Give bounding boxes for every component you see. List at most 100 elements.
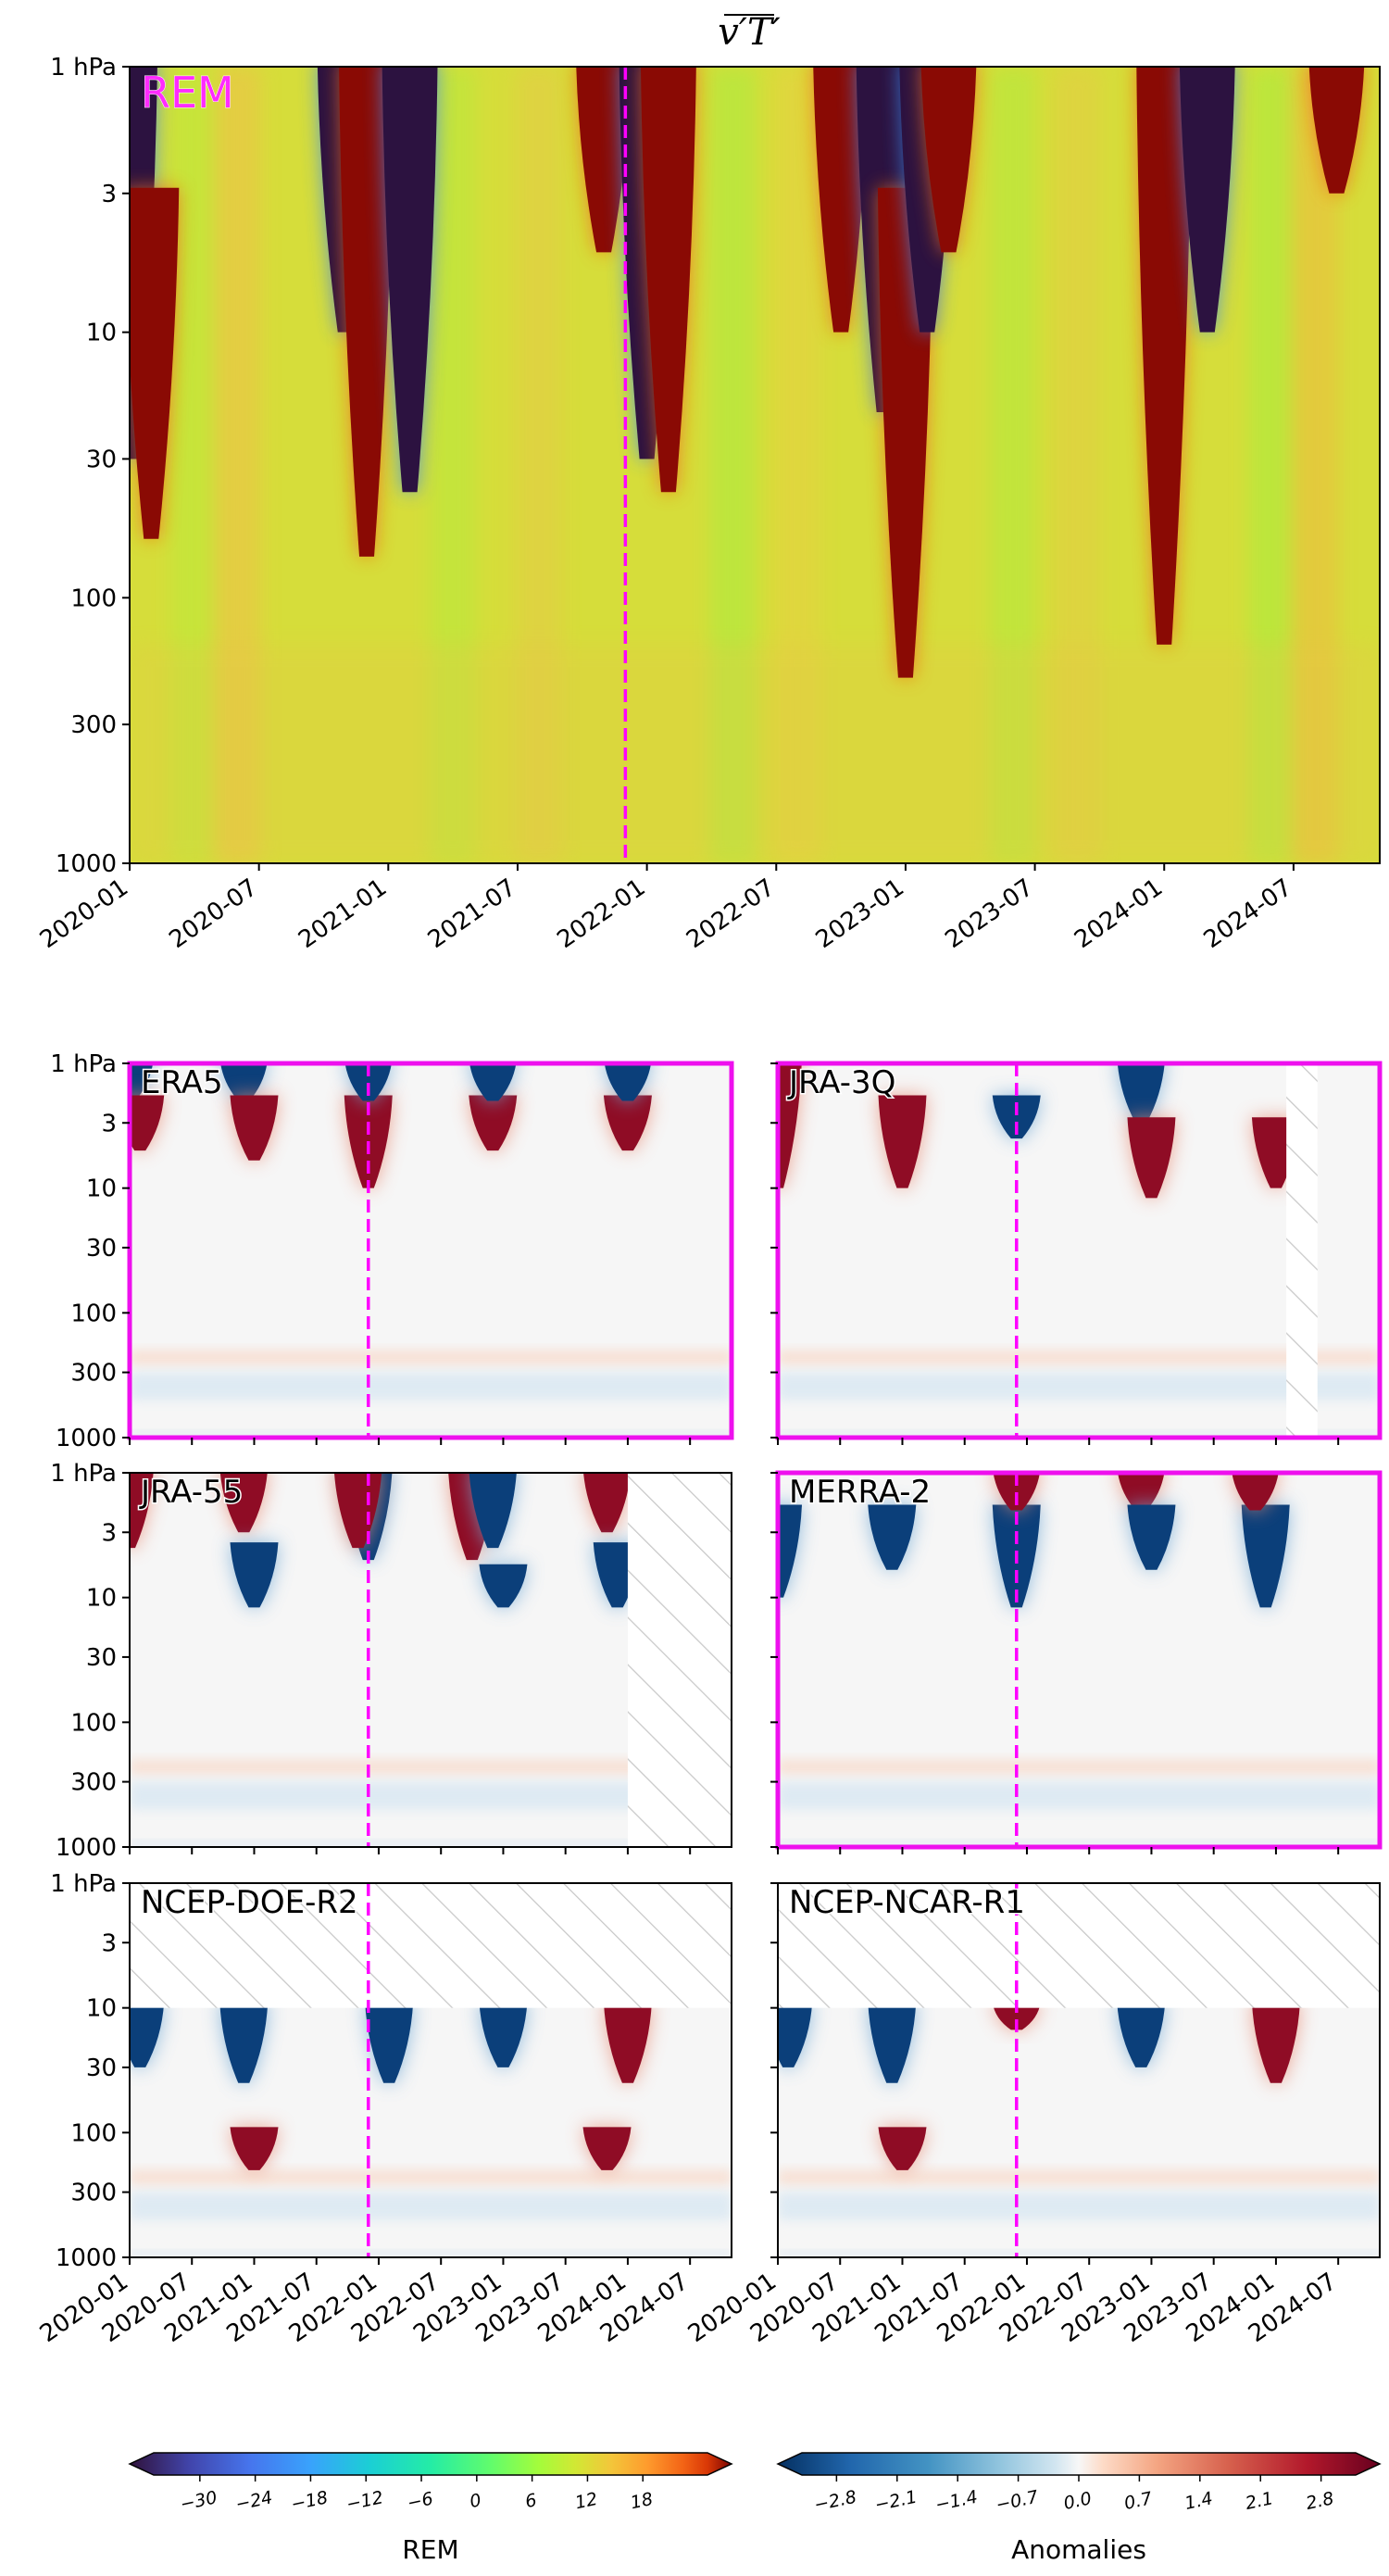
- colorbar-tick-label: 2.1: [1244, 2488, 1275, 2514]
- x-tick-label: 2021-07: [423, 873, 521, 954]
- panel-frame: [775, 1061, 1383, 1440]
- event-lobe-pos: [230, 2127, 279, 2170]
- field-band: [778, 1350, 1380, 1365]
- y-tick-label: 10: [86, 1995, 117, 2023]
- x-tick-label: 2024-01: [1070, 873, 1168, 954]
- y-tick-label: 1000: [56, 2244, 117, 2272]
- missing-data-hatch: [130, 1883, 732, 2008]
- y-tick-label: 10: [86, 320, 117, 347]
- event-lobe-neg: [220, 1063, 268, 1101]
- event-lobe-pos: [469, 1095, 518, 1151]
- event-lobe-pos: [920, 67, 977, 253]
- event-lobe-pos: [1232, 1473, 1279, 1511]
- event-lobe-neg: [365, 2002, 414, 2083]
- panel-frame: [129, 1882, 732, 2258]
- colorbar-tick-label: −12: [344, 2487, 385, 2515]
- event-lobe-neg: [868, 1504, 917, 1570]
- panel-frame: [129, 1472, 732, 1848]
- y-tick-label: 3: [101, 1929, 117, 1957]
- colorbar-tick-label: −0.7: [994, 2487, 1040, 2516]
- panel-label: JRA-55: [139, 1474, 243, 1511]
- event-lobe-pos: [603, 1095, 652, 1151]
- y-tick-label: 3: [101, 1519, 117, 1547]
- panel-ncep-doe-r2: NCEP-DOE-R21 hPa3103010030010002020-0120…: [35, 1870, 732, 2348]
- event-lobe-neg: [992, 1095, 1041, 1139]
- colorbar-tick-label: 6: [523, 2490, 538, 2512]
- field-band: [778, 1759, 1380, 1775]
- field-band: [130, 1841, 732, 1847]
- panel-jra55: JRA-55 1 hPa 3 10 30 100 300 1000: [50, 1460, 732, 1862]
- field-band: [778, 1781, 1380, 1810]
- rem-colorbar: −30 −24 −18 −12 −6 0 6 12 18 REM: [128, 2452, 733, 2565]
- panel-frame: [127, 1061, 734, 1440]
- event-lobe-pos: [1136, 67, 1193, 645]
- colorbar-tick-label: −2.1: [873, 2487, 920, 2516]
- event-lobe-pos: [230, 1095, 279, 1161]
- y-tick-label: 100: [70, 1709, 117, 1737]
- y-tick-label: 1000: [56, 1834, 117, 1862]
- x-tick-label: 2023-01: [811, 873, 909, 954]
- event-lobe-pos: [778, 1063, 802, 1188]
- event-lobe-neg: [1117, 2002, 1166, 2067]
- field-band: [130, 1759, 732, 1775]
- event-lobe-neg: [604, 1063, 652, 1101]
- x-tick-label: 2022-01: [552, 873, 650, 954]
- figure-title: v′T′: [718, 11, 780, 54]
- missing-data-hatch: [778, 1883, 1380, 2008]
- y-tick-label: 30: [86, 1644, 117, 1672]
- event-lobe-neg: [469, 1063, 517, 1101]
- event-lobe-pos: [576, 67, 632, 253]
- y-tick-label: 1 hPa: [50, 54, 117, 82]
- figure-title-group: v′T′: [718, 11, 780, 54]
- panel-field: [130, 1063, 732, 1438]
- y-tick-label: 1000: [56, 1425, 117, 1452]
- y-tick-label: 3: [101, 181, 117, 208]
- colorbar-tick-label: −18: [289, 2487, 330, 2515]
- anomaly-colorbar: −2.8 −2.1 −1.4 −0.7 0.0 0.7 1.4 2.1 2.8 Anomalies: [776, 2452, 1382, 2565]
- panel-era5: ERA5 1 hPa 3 10 30 100 300 1000: [50, 1050, 734, 1452]
- event-lobe-neg: [1127, 1504, 1176, 1570]
- colorbars-layer: −30 −24 −18 −12 −6 0 6 12 18 REM −2.8 −2.1 −1.4 −0.7 0…: [128, 2452, 1382, 2565]
- event-lobe-pos: [583, 1473, 631, 1533]
- panel-frame: [129, 66, 1381, 864]
- event-lobe-pos: [1251, 2002, 1300, 2083]
- y-tick-label: 3: [101, 1110, 117, 1137]
- y-tick-label: 1 hPa: [50, 1460, 117, 1488]
- panel-label: NCEP-DOE-R2: [141, 1884, 358, 1921]
- panel-field: [130, 67, 1380, 863]
- field-band: [778, 1372, 1380, 1401]
- panel-field: [130, 1473, 732, 1847]
- y-tick-label: 30: [86, 2055, 117, 2082]
- field-band: [778, 2169, 1380, 2185]
- event-lobe-pos: [582, 2127, 632, 2170]
- x-tick-label: 2023-07: [940, 873, 1038, 954]
- y-tick-label: 1 hPa: [50, 1870, 117, 1898]
- colorbar-tick-label: 12: [573, 2489, 599, 2514]
- event-lobe-pos: [640, 67, 696, 493]
- y-tick-label: 30: [86, 446, 117, 473]
- event-lobe-pos: [130, 1095, 165, 1151]
- panel-field: [130, 1883, 732, 2257]
- colorbar-tick-label: −24: [233, 2487, 274, 2515]
- event-lobe-neg: [1117, 1063, 1165, 1124]
- x-tick-label: 2020-01: [35, 873, 133, 954]
- event-lobe-neg: [230, 1542, 279, 1608]
- event-lobe-neg: [778, 1504, 802, 1598]
- colorbar-tick-label: 1.4: [1183, 2488, 1214, 2514]
- y-tick-label: 300: [70, 2180, 117, 2207]
- y-tick-label: 300: [70, 1360, 117, 1388]
- y-tick-label: 10: [86, 1175, 117, 1203]
- y-tick-label: 100: [70, 584, 117, 612]
- event-lobe-neg: [130, 1063, 154, 1101]
- panel-label: ERA5: [141, 1064, 223, 1101]
- event-lobe-neg: [382, 67, 438, 493]
- panel-ncep-ncar-r1: NCEP-NCAR-R12020-012020-072021-012021-07…: [683, 1882, 1381, 2348]
- event-lobe-neg: [469, 1473, 517, 1549]
- x-tick-label: 2022-07: [682, 873, 780, 954]
- colorbar-tick-label: −30: [179, 2487, 219, 2515]
- event-lobe-pos: [992, 2002, 1041, 2030]
- panel-jra3q: JRA-3Q: [770, 1061, 1383, 1445]
- x-tick-label: 2024-07: [1199, 873, 1297, 954]
